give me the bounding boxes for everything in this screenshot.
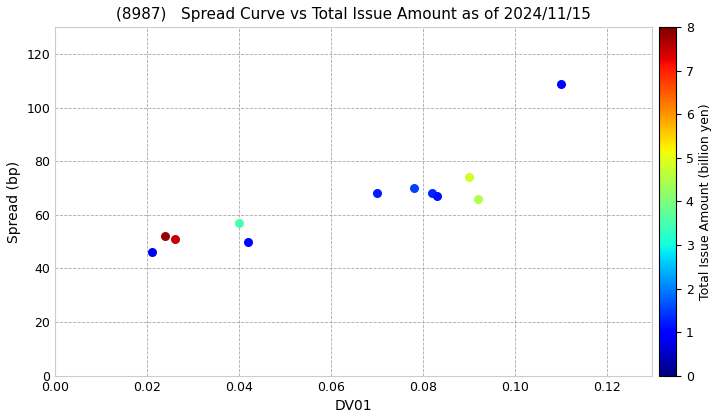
Point [472,195,484,202]
Point [160,233,171,240]
Point [463,174,474,181]
Point [233,220,245,226]
Point [431,193,442,199]
Y-axis label: Total Issue Amount (billion yen): Total Issue Amount (billion yen) [699,103,712,300]
X-axis label: DV01: DV01 [335,399,373,413]
Point [555,80,567,87]
Point [371,190,382,197]
Y-axis label: Spread (bp): Spread (bp) [7,160,21,242]
Point [426,190,438,197]
Point [243,238,254,245]
Point [408,185,419,192]
Point [146,249,158,256]
Point [169,236,181,242]
Title: (8987)   Spread Curve vs Total Issue Amount as of 2024/11/15: (8987) Spread Curve vs Total Issue Amoun… [117,7,591,22]
